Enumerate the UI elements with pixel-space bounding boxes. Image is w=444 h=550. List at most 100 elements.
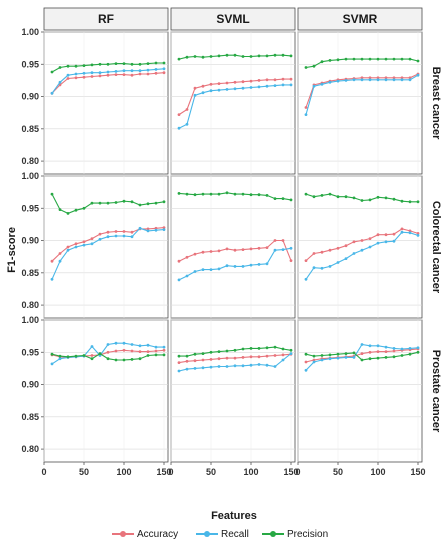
data-point-precision xyxy=(58,208,62,212)
data-point-accuracy xyxy=(217,357,221,361)
data-point-accuracy xyxy=(241,356,245,359)
data-point-accuracy xyxy=(58,252,62,255)
data-point-accuracy xyxy=(336,246,340,250)
data-point-recall xyxy=(241,364,245,368)
data-point-recall xyxy=(281,83,285,87)
data-point-precision xyxy=(400,57,404,61)
data-point-precision xyxy=(66,64,70,68)
data-point-accuracy xyxy=(312,358,316,362)
data-point-precision xyxy=(74,64,78,68)
data-point-recall xyxy=(98,237,102,241)
data-point-recall xyxy=(106,235,110,239)
data-point-recall xyxy=(392,239,396,243)
data-point-precision xyxy=(384,356,388,359)
data-point-precision xyxy=(50,192,54,196)
data-point-precision xyxy=(320,354,324,357)
data-point-recall xyxy=(90,345,94,348)
data-point-accuracy xyxy=(98,74,102,78)
data-point-recall xyxy=(360,343,364,346)
data-point-accuracy xyxy=(201,250,205,254)
data-point-recall xyxy=(408,78,412,82)
x-tick-label: 50 xyxy=(79,467,89,477)
data-point-recall xyxy=(154,68,158,71)
data-point-accuracy xyxy=(58,83,62,87)
data-point-recall xyxy=(162,67,166,71)
legend-item-accuracy: Accuracy xyxy=(112,529,178,540)
data-point-accuracy xyxy=(106,350,110,354)
data-point-precision xyxy=(249,193,253,197)
data-point-precision xyxy=(162,200,166,204)
data-point-recall xyxy=(58,357,62,361)
data-point-recall xyxy=(185,367,189,371)
y-tick-label: 1.00 xyxy=(21,171,39,181)
data-point-precision xyxy=(90,357,94,361)
data-point-recall xyxy=(376,241,380,245)
y-tick-label: 1.00 xyxy=(21,27,39,37)
data-point-precision xyxy=(50,70,54,74)
data-point-precision xyxy=(130,62,134,66)
data-point-precision xyxy=(281,197,285,201)
data-point-accuracy xyxy=(249,355,253,359)
data-point-precision xyxy=(58,66,62,69)
data-point-recall xyxy=(201,91,205,95)
data-point-precision xyxy=(312,354,316,358)
data-point-precision xyxy=(138,203,142,207)
data-point-precision xyxy=(304,192,308,196)
data-point-accuracy xyxy=(384,233,388,237)
data-point-accuracy xyxy=(384,350,388,353)
data-point-precision xyxy=(289,54,293,58)
data-point-accuracy xyxy=(209,82,213,86)
x-tick-label: 0 xyxy=(295,467,300,477)
data-point-precision xyxy=(265,346,269,350)
data-point-recall xyxy=(281,248,285,252)
y-tick-label: 0.90 xyxy=(21,92,39,102)
data-point-recall xyxy=(408,347,412,350)
legend-swatch-point xyxy=(204,531,210,537)
data-point-precision xyxy=(416,350,420,354)
data-point-precision xyxy=(344,195,348,199)
data-point-precision xyxy=(368,198,372,202)
panel-colorectal-cancer-svmr xyxy=(297,175,423,319)
data-point-recall xyxy=(336,261,340,264)
data-point-recall xyxy=(233,87,237,91)
data-point-accuracy xyxy=(384,76,388,80)
data-point-precision xyxy=(90,63,94,67)
data-point-recall xyxy=(130,343,134,346)
data-point-accuracy xyxy=(376,76,380,80)
data-point-recall xyxy=(360,78,364,82)
data-point-accuracy xyxy=(50,259,54,263)
data-point-precision xyxy=(320,60,324,64)
data-point-precision xyxy=(273,197,277,201)
data-point-precision xyxy=(217,192,221,196)
data-point-accuracy xyxy=(201,84,205,88)
data-point-precision xyxy=(376,57,380,61)
x-tick-label: 150 xyxy=(283,467,298,477)
data-point-precision xyxy=(360,199,364,202)
data-point-precision xyxy=(138,357,142,361)
data-point-recall xyxy=(257,363,261,366)
data-point-accuracy xyxy=(193,252,197,256)
data-point-recall xyxy=(368,344,372,348)
panel-breast-cancer-svml xyxy=(170,31,296,175)
data-point-accuracy xyxy=(265,78,269,82)
data-point-precision xyxy=(328,59,332,62)
legend-swatch-point xyxy=(270,531,276,537)
data-point-recall xyxy=(122,69,126,73)
data-point-recall xyxy=(146,68,150,72)
y-tick-label: 0.95 xyxy=(21,347,39,357)
y-tick-label: 0.95 xyxy=(21,203,39,213)
data-point-recall xyxy=(193,367,197,370)
data-point-accuracy xyxy=(209,358,213,361)
data-point-accuracy xyxy=(185,255,189,259)
data-point-precision xyxy=(82,64,86,67)
data-point-precision xyxy=(233,192,237,196)
data-point-precision xyxy=(289,198,293,202)
data-point-precision xyxy=(130,358,134,361)
data-point-accuracy xyxy=(177,259,181,263)
data-point-accuracy xyxy=(154,349,158,353)
data-point-accuracy xyxy=(185,108,189,111)
data-point-precision xyxy=(209,55,213,58)
x-axis-title: Features xyxy=(211,510,257,522)
data-point-precision xyxy=(344,352,348,355)
data-point-precision xyxy=(225,349,229,353)
